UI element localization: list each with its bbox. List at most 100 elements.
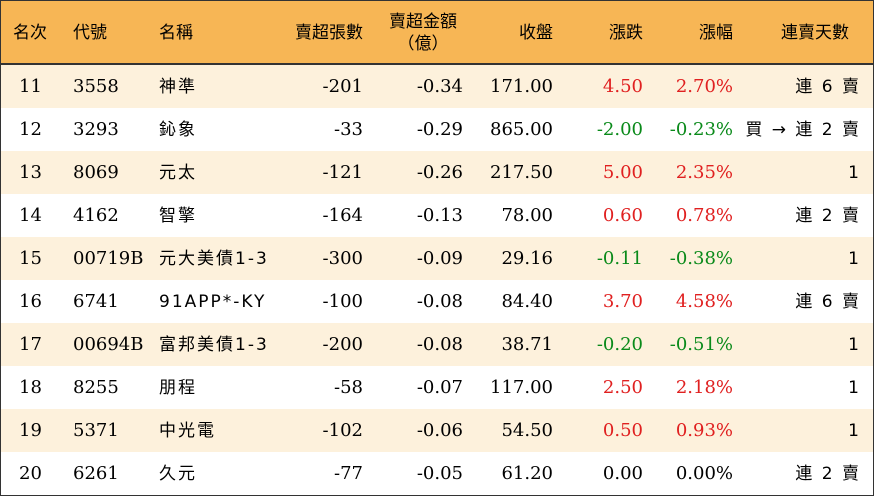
- name-cell: 元大美債1-3: [159, 249, 269, 269]
- change-pct-cell: 2.35%: [675, 162, 733, 183]
- net-sell-amount-cell: -0.29: [416, 119, 463, 140]
- code-cell: 3293: [73, 119, 119, 140]
- net-sell-lots-cell: -201: [322, 76, 363, 97]
- consecutive-sell-days-cell: 1: [848, 421, 861, 441]
- net-sell-lots-cell: -77: [334, 463, 363, 484]
- net-sell-amount-cell: -0.08: [416, 334, 463, 355]
- rank-cell: 15: [19, 248, 42, 269]
- code-cell: 3558: [73, 76, 119, 97]
- rank-cell: 12: [19, 119, 42, 140]
- change-pct-cell: 0.00%: [675, 463, 733, 484]
- code-cell: 4162: [73, 205, 119, 226]
- table-row: 11 3558 神準 -201 -0.34 171.00 4.50 2.70% 連 6 賣: [1, 65, 873, 108]
- table-row: 12 3293 鈊象 -33 -0.29 865.00 -2.00 -0.23% 買 → 連 2…: [1, 108, 873, 151]
- header-close: 收盤: [519, 23, 553, 43]
- change-pct-cell: 2.18%: [675, 377, 733, 398]
- header-rank: 名次: [13, 23, 47, 43]
- header-change-pct: 漲幅: [699, 23, 733, 43]
- table-row: 16 6741 91APP*-KY -100 -0.08 84.40 3.70 4.58% 連 …: [1, 280, 873, 323]
- close-cell: 78.00: [501, 205, 553, 226]
- change-cell: 2.50: [602, 377, 643, 398]
- name-cell: 91APP*-KY: [159, 292, 267, 312]
- rank-cell: 18: [19, 377, 42, 398]
- consecutive-sell-days-cell: 連 2 賣: [795, 206, 861, 226]
- change-cell: -0.20: [596, 334, 643, 355]
- change-cell: 3.70: [602, 291, 643, 312]
- change-pct-cell: 2.70%: [675, 76, 733, 97]
- close-cell: 61.20: [501, 463, 553, 484]
- net-sell-amount-cell: -0.07: [416, 377, 463, 398]
- header-net-sell-amount-unit: （億）: [397, 34, 449, 54]
- rank-cell: 14: [19, 205, 42, 226]
- net-sell-amount-cell: -0.06: [416, 420, 463, 441]
- close-cell: 54.50: [501, 420, 553, 441]
- change-cell: 5.00: [602, 162, 643, 183]
- table-header: 名次 代號 名稱 賣超張數 賣超金額 （億） 收盤 漲跌 漲幅 連賣天數: [1, 1, 873, 65]
- consecutive-sell-days-cell: 1: [848, 378, 861, 398]
- net-sell-amount-cell: -0.05: [416, 463, 463, 484]
- change-pct-cell: -0.51%: [669, 334, 733, 355]
- close-cell: 84.40: [501, 291, 553, 312]
- header-net-sell-lots: 賣超張數: [295, 23, 363, 43]
- header-name: 名稱: [159, 23, 193, 43]
- table-row: 18 8255 朋程 -58 -0.07 117.00 2.50 2.18% 1: [1, 366, 873, 409]
- code-cell: 00694B: [73, 334, 144, 355]
- table-row: 13 8069 元太 -121 -0.26 217.50 5.00 2.35% 1: [1, 151, 873, 194]
- close-cell: 217.50: [490, 162, 553, 183]
- net-sell-lots-cell: -102: [322, 420, 363, 441]
- name-cell: 富邦美債1-3: [159, 335, 269, 355]
- table-row: 14 4162 智擎 -164 -0.13 78.00 0.60 0.78% 連 2 賣: [1, 194, 873, 237]
- table-row: 20 6261 久元 -77 -0.05 61.20 0.00 0.00% 連 2 賣: [1, 452, 873, 495]
- change-pct-cell: 0.78%: [675, 205, 733, 226]
- header-change: 漲跌: [609, 23, 643, 43]
- change-cell: 0.50: [602, 420, 643, 441]
- rank-cell: 11: [19, 76, 42, 97]
- code-cell: 00719B: [73, 248, 144, 269]
- net-sell-amount-cell: -0.34: [416, 76, 463, 97]
- net-sell-amount-cell: -0.13: [416, 205, 463, 226]
- code-cell: 5371: [73, 420, 119, 441]
- change-cell: -2.00: [596, 119, 643, 140]
- change-pct-cell: -0.23%: [669, 119, 733, 140]
- code-cell: 6741: [73, 291, 119, 312]
- consecutive-sell-days-cell: 1: [848, 249, 861, 269]
- table-row: 15 00719B 元大美債1-3 -300 -0.09 29.16 -0.11 -0.38%…: [1, 237, 873, 280]
- change-pct-cell: 0.93%: [675, 420, 733, 441]
- close-cell: 38.71: [501, 334, 553, 355]
- change-cell: -0.11: [596, 248, 643, 269]
- name-cell: 久元: [159, 464, 197, 484]
- consecutive-sell-days-cell: 1: [848, 163, 861, 183]
- net-sell-lots-cell: -33: [334, 119, 363, 140]
- rank-cell: 17: [19, 334, 42, 355]
- rank-cell: 13: [19, 162, 42, 183]
- header-code: 代號: [73, 23, 107, 43]
- name-cell: 智擎: [159, 206, 197, 226]
- change-cell: 4.50: [602, 76, 643, 97]
- close-cell: 29.16: [501, 248, 553, 269]
- name-cell: 中光電: [159, 421, 216, 441]
- name-cell: 朋程: [159, 378, 197, 398]
- net-sell-amount-cell: -0.26: [416, 162, 463, 183]
- consecutive-sell-days-cell: 買 → 連 2 賣: [745, 120, 861, 140]
- net-sell-lots-cell: -164: [322, 205, 363, 226]
- consecutive-sell-days-cell: 連 2 賣: [795, 464, 861, 484]
- name-cell: 神準: [159, 77, 197, 97]
- rank-cell: 16: [19, 291, 42, 312]
- rank-cell: 19: [19, 420, 42, 441]
- change-cell: 0.60: [602, 205, 643, 226]
- consecutive-sell-days-cell: 1: [848, 335, 861, 355]
- code-cell: 6261: [73, 463, 119, 484]
- consecutive-sell-days-cell: 連 6 賣: [795, 292, 861, 312]
- code-cell: 8255: [73, 377, 119, 398]
- close-cell: 171.00: [490, 76, 553, 97]
- table-row: 19 5371 中光電 -102 -0.06 54.50 0.50 0.93% 1: [1, 409, 873, 452]
- net-sell-amount-cell: -0.09: [416, 248, 463, 269]
- name-cell: 元太: [159, 163, 197, 183]
- code-cell: 8069: [73, 162, 119, 183]
- name-cell: 鈊象: [159, 120, 197, 140]
- net-sell-lots-cell: -300: [322, 248, 363, 269]
- table-row: 17 00694B 富邦美債1-3 -200 -0.08 38.71 -0.20 -0.51%…: [1, 323, 873, 366]
- net-sell-lots-cell: -100: [322, 291, 363, 312]
- net-sell-lots-cell: -200: [322, 334, 363, 355]
